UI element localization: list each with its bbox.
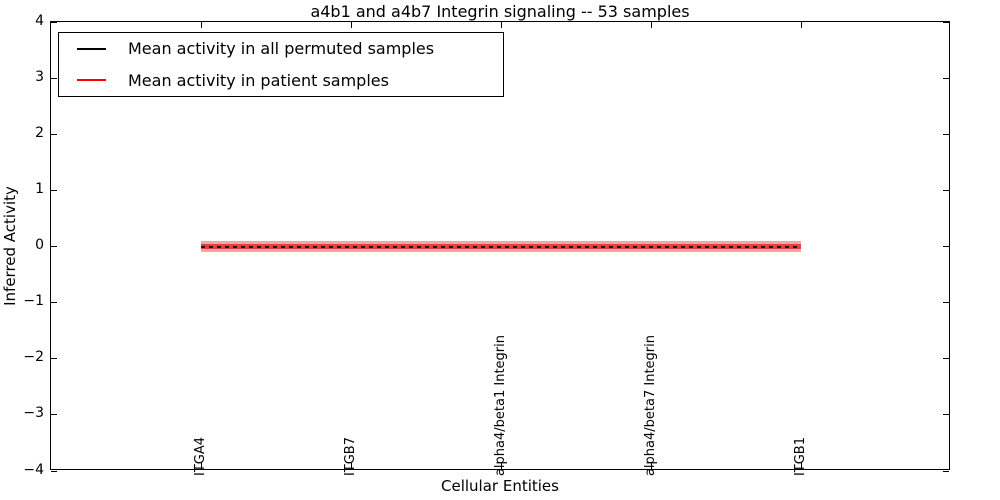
x-tick-bottom: [650, 463, 652, 469]
x-tick-top: [500, 22, 502, 28]
x-tick-top: [350, 22, 352, 28]
y-tick-right: [943, 470, 949, 472]
y-tick-label: 1: [35, 180, 44, 197]
x-tick-top: [800, 22, 802, 28]
y-tick-left: [51, 246, 57, 247]
x-tick-label: ITGB1: [793, 436, 808, 476]
y-tick-label: 0: [35, 237, 44, 253]
legend: Mean activity in all permuted samples Me…: [58, 32, 504, 97]
y-tick-right: [943, 246, 949, 247]
y-tick-left: [51, 21, 57, 23]
y-tick-left: [51, 470, 57, 472]
legend-label-permuted: Mean activity in all permuted samples: [128, 39, 435, 59]
x-tick-bottom: [800, 463, 802, 469]
chart-title: a4b1 and a4b7 Integrin signaling -- 53 s…: [310, 2, 690, 21]
x-tick-label: alpha4/beta1 Integrin: [493, 334, 508, 476]
x-axis-label: Cellular Entities: [441, 477, 559, 495]
y-tick-label: −4: [23, 461, 44, 478]
y-tick-label: 3: [35, 68, 44, 85]
legend-entry-patient: Mean activity in patient samples: [59, 71, 503, 90]
y-tick-left: [51, 189, 57, 191]
y-tick-right: [943, 77, 949, 79]
x-tick-bottom: [200, 463, 202, 469]
y-tick-left: [51, 77, 57, 79]
x-tick-label: ITGB7: [343, 436, 358, 476]
permuted-mean-line: [201, 245, 801, 248]
y-tick-right: [943, 414, 949, 416]
legend-label-patient: Mean activity in patient samples: [128, 70, 389, 90]
x-tick-bottom: [350, 463, 352, 469]
y-tick-right: [943, 21, 949, 23]
permuted-line-swatch: [77, 47, 106, 50]
y-tick-right: [943, 189, 949, 191]
x-tick-label: alpha4/beta7 Integrin: [643, 334, 658, 476]
x-tick-bottom: [500, 463, 502, 469]
plot-area: Mean activity in all permuted samples Me…: [50, 21, 950, 476]
y-tick-right: [943, 133, 949, 135]
y-tick-left: [51, 358, 57, 360]
x-tick-label: ITGA4: [193, 436, 208, 476]
y-tick-label: −3: [23, 405, 44, 422]
legend-entry-permuted: Mean activity in all permuted samples: [59, 39, 503, 58]
x-tick-top: [200, 22, 202, 28]
patient-line-swatch: [77, 79, 106, 82]
x-tick-top: [650, 22, 652, 28]
y-tick-left: [51, 302, 57, 304]
y-tick-label: −2: [23, 349, 44, 366]
y-tick-label: 2: [35, 124, 44, 141]
y-tick-left: [51, 414, 57, 416]
y-tick-right: [943, 358, 949, 360]
y-tick-right: [943, 302, 949, 304]
y-tick-left: [51, 133, 57, 135]
y-tick-label: −1: [23, 293, 44, 310]
y-tick-label: 4: [35, 12, 44, 29]
